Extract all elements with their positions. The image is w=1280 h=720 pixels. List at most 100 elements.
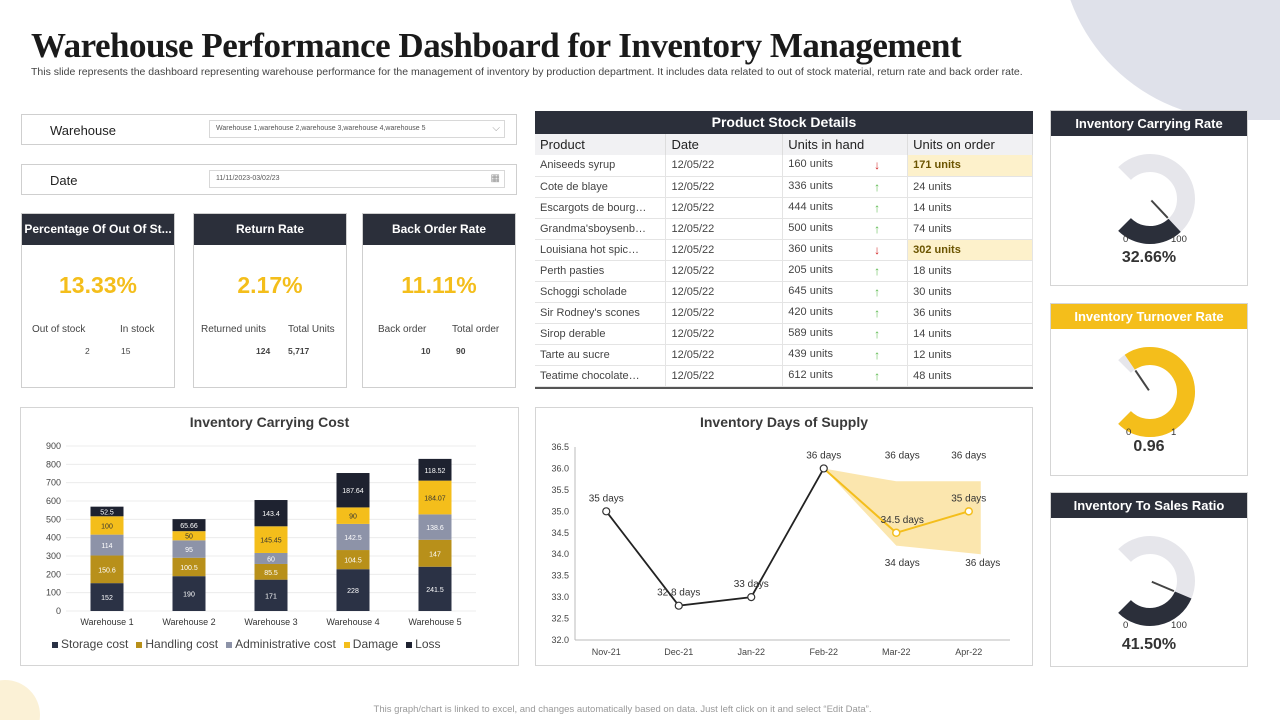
date-input[interactable]: 11/11/2023-03/02/23 ▦ bbox=[209, 170, 505, 188]
y-tick-label: 32.5 bbox=[551, 614, 569, 624]
x-tick-label: Mar-22 bbox=[882, 647, 911, 657]
y-tick-label: 200 bbox=[46, 569, 61, 579]
legend-item: Storage cost bbox=[52, 637, 128, 651]
cell-date: 12/05/22 bbox=[665, 344, 784, 366]
inventory-carrying-cost-chart: 0 100 200 300 400 500 600 700 800 900 152 150.6 114 1… bbox=[46, 441, 476, 627]
data-label: 36 days bbox=[885, 450, 920, 461]
kpi-count: 2 bbox=[85, 346, 90, 356]
gauge-hub bbox=[1148, 197, 1152, 201]
data-label: 36 days bbox=[951, 450, 986, 461]
data-label: 33 days bbox=[734, 579, 769, 590]
bar-value-label: 104.5 bbox=[344, 558, 362, 565]
cell-units-on-order: 14 units bbox=[907, 323, 1033, 345]
bar-value-label: 85.5 bbox=[264, 570, 278, 577]
units-in-hand-value: 439 units bbox=[788, 347, 833, 360]
data-label: 35 days bbox=[589, 493, 624, 504]
x-tick-label: Warehouse 3 bbox=[244, 617, 297, 627]
page-subtitle: This slide represents the dashboard repr… bbox=[31, 66, 1023, 78]
units-in-hand-value: 612 units bbox=[788, 368, 833, 381]
legend-label: Damage bbox=[352, 637, 399, 651]
data-point bbox=[602, 507, 611, 516]
x-tick-label: Dec-21 bbox=[664, 647, 693, 657]
bar-segment bbox=[336, 550, 370, 570]
bar-value-label: 184.07 bbox=[424, 495, 446, 502]
table-title: Product Stock Details bbox=[535, 111, 1033, 134]
product-stock-table: Product Stock Details Product Date Units… bbox=[535, 111, 1033, 389]
gauge-value: 41.50% bbox=[1121, 636, 1177, 653]
gauge-inventory-to-sales-ratio: Inventory To Sales Ratio 0 100 41.50% bbox=[1050, 492, 1248, 667]
gauge-min: 0 bbox=[1126, 427, 1132, 438]
kpi-count: 15 bbox=[121, 346, 131, 356]
kpi-title: Return Rate bbox=[194, 214, 346, 245]
down-arrow-icon: ↓ bbox=[874, 242, 881, 257]
data-point bbox=[892, 528, 901, 538]
gauge-max: 100 bbox=[1171, 620, 1187, 631]
cell-units-on-order: 171 units bbox=[907, 155, 1033, 177]
cell-units-in-hand: 439 units ↑ bbox=[782, 344, 909, 366]
warehouse-filter: Warehouse Warehouse 1,warehouse 2,wareho… bbox=[21, 114, 517, 145]
cell-units-in-hand: 645 units ↑ bbox=[782, 281, 909, 303]
data-label: 36 days bbox=[806, 450, 841, 461]
bar-value-label: 171 bbox=[265, 593, 277, 600]
gauge-title: Inventory To Sales Ratio bbox=[1051, 493, 1247, 518]
cell-units-on-order: 36 units bbox=[907, 302, 1033, 324]
gauge-needle bbox=[1149, 198, 1169, 219]
table-row: Schoggi scholade 12/05/22 645 units ↑ 30 uni… bbox=[535, 281, 1033, 303]
units-in-hand-value: 500 units bbox=[788, 221, 833, 234]
data-point bbox=[964, 507, 973, 516]
gauge-min: 0 bbox=[1123, 620, 1129, 631]
gauge-hub bbox=[1148, 390, 1152, 394]
cell-units-in-hand: 420 units ↑ bbox=[782, 302, 909, 324]
kpi-card-return-rate: Return Rate 2.17% Returned units Total U… bbox=[193, 213, 347, 388]
bar-value-label: 60 bbox=[267, 556, 275, 563]
column-header: Product bbox=[535, 134, 667, 155]
y-tick-label: 800 bbox=[46, 459, 61, 469]
gauge-dial bbox=[1118, 154, 1195, 244]
bar-segment bbox=[336, 523, 370, 551]
bar-segment bbox=[90, 506, 124, 517]
y-tick-label: 33.5 bbox=[551, 571, 569, 581]
bar-value-label: 118.52 bbox=[425, 468, 446, 475]
y-tick-label: 900 bbox=[46, 441, 61, 451]
cell-units-on-order: 48 units bbox=[907, 365, 1033, 387]
date-filter: Date 11/11/2023-03/02/23 ▦ bbox=[21, 164, 517, 195]
chevron-down-icon[interactable]: ⌵ bbox=[492, 123, 500, 134]
cell-units-in-hand: 612 units ↑ bbox=[782, 365, 909, 387]
units-in-hand-value: 360 units bbox=[788, 242, 833, 255]
legend-swatch bbox=[406, 641, 413, 648]
bar-value-label: 138.6 bbox=[426, 525, 444, 532]
cell-units-on-order: 30 units bbox=[907, 281, 1033, 303]
cell-product: Sir Rodney's scones bbox=[535, 302, 667, 324]
x-tick-label: Jan-22 bbox=[737, 647, 765, 657]
column-header: Units on order bbox=[907, 134, 1033, 155]
bar-value-label: 187.64 bbox=[342, 488, 364, 495]
chart-title: Inventory Carrying Cost bbox=[189, 414, 350, 430]
cell-units-on-order: 302 units bbox=[907, 239, 1033, 261]
kpi-card-back-order-rate: Back Order Rate 11.11% Back order Total … bbox=[362, 213, 516, 388]
kpi-label: Total order bbox=[452, 324, 500, 335]
bar-segment bbox=[418, 480, 452, 515]
gauge-min: 0 bbox=[1123, 234, 1129, 245]
cell-date: 12/05/22 bbox=[665, 218, 784, 240]
column-header: Units in hand bbox=[782, 134, 909, 155]
warehouse-select[interactable]: Warehouse 1,warehouse 2,warehouse 3,ware… bbox=[209, 120, 505, 138]
cell-units-in-hand: 160 units ↓ bbox=[782, 155, 909, 177]
units-in-hand-value: 444 units bbox=[788, 200, 833, 213]
legend-item: Damage bbox=[343, 637, 399, 651]
gauge-fill bbox=[1118, 347, 1195, 437]
bar-segment bbox=[90, 555, 124, 584]
bar-segment bbox=[418, 539, 452, 567]
bar-segment bbox=[418, 458, 452, 481]
y-tick-label: 33.0 bbox=[551, 592, 569, 602]
kpi-value: 2.17% bbox=[237, 272, 303, 298]
legend-swatch bbox=[343, 641, 350, 648]
up-arrow-icon: ↑ bbox=[874, 200, 881, 215]
data-label: 34 days bbox=[885, 558, 920, 569]
bar-value-label: 114 bbox=[101, 543, 112, 550]
cell-product: Sirop derable bbox=[535, 323, 667, 345]
table-row: Grandma'sboysenb… 12/05/22 500 units ↑ 74 un… bbox=[535, 218, 1033, 240]
calendar-icon[interactable]: ▦ bbox=[490, 173, 500, 184]
table-row: Tarte au sucre 12/05/22 439 units ↑ 12 units bbox=[535, 344, 1033, 366]
y-tick-label: 36.5 bbox=[551, 442, 569, 452]
x-tick-label: Feb-22 bbox=[809, 647, 838, 657]
